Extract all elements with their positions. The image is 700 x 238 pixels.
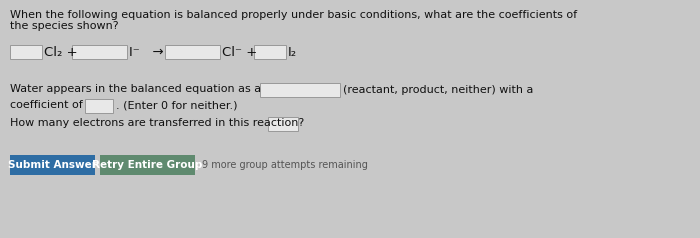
Text: . (Enter 0 for neither.): . (Enter 0 for neither.)	[116, 101, 237, 111]
Text: I₂: I₂	[288, 46, 297, 60]
FancyBboxPatch shape	[254, 45, 286, 59]
Text: Water appears in the balanced equation as a: Water appears in the balanced equation a…	[10, 84, 261, 94]
FancyBboxPatch shape	[85, 99, 113, 113]
Text: Retry Entire Group: Retry Entire Group	[92, 160, 203, 170]
FancyBboxPatch shape	[268, 117, 298, 131]
Text: Cl⁻ +: Cl⁻ +	[222, 46, 258, 60]
FancyBboxPatch shape	[260, 83, 340, 97]
FancyBboxPatch shape	[10, 45, 42, 59]
Text: coefficient of: coefficient of	[10, 100, 83, 110]
FancyBboxPatch shape	[100, 155, 195, 175]
FancyBboxPatch shape	[10, 155, 95, 175]
FancyBboxPatch shape	[72, 45, 127, 59]
Text: 9 more group attempts remaining: 9 more group attempts remaining	[202, 160, 368, 170]
Text: the species shown?: the species shown?	[10, 21, 118, 31]
Text: (reactant, product, neither) with a: (reactant, product, neither) with a	[343, 85, 533, 95]
Text: When the following equation is balanced properly under basic conditions, what ar: When the following equation is balanced …	[10, 10, 577, 20]
Text: Cl₂ +: Cl₂ +	[44, 46, 78, 60]
Text: Submit Answer: Submit Answer	[8, 160, 97, 170]
Text: How many electrons are transferred in this reaction?: How many electrons are transferred in th…	[10, 118, 304, 128]
FancyBboxPatch shape	[165, 45, 220, 59]
Text: I⁻   →: I⁻ →	[129, 46, 164, 60]
